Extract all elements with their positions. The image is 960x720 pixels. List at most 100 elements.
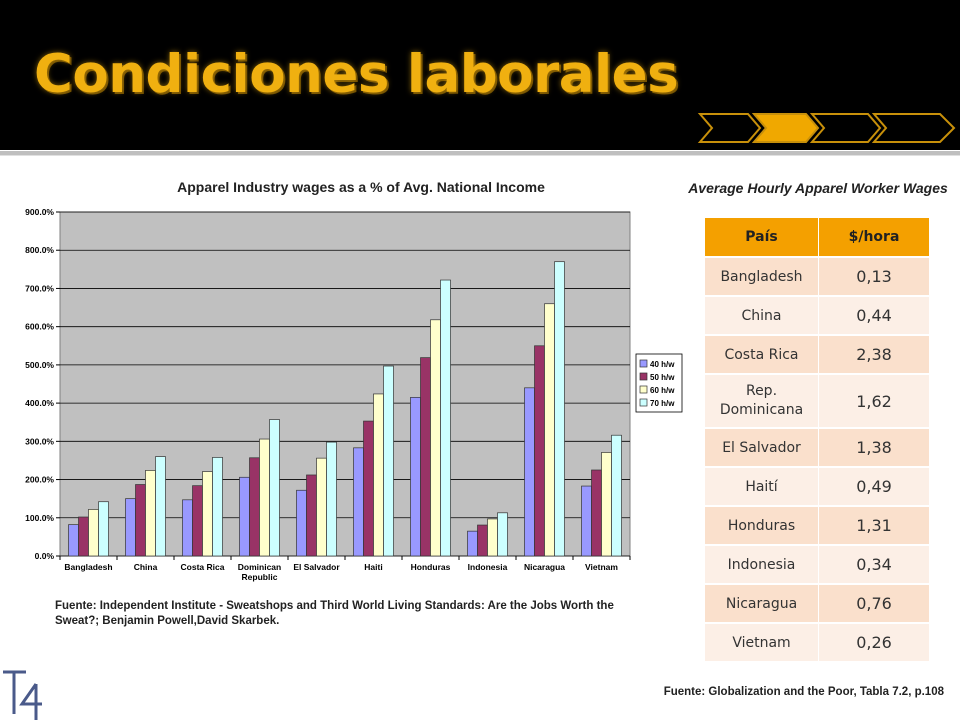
wage-cell: 2,38 bbox=[818, 334, 930, 374]
x-tick-label: Haiti bbox=[364, 562, 382, 572]
t4-logo-icon bbox=[3, 670, 42, 720]
x-tick-label: Honduras bbox=[411, 562, 451, 572]
legend-label: 40 h/w bbox=[650, 360, 675, 369]
bar bbox=[534, 345, 545, 557]
bar bbox=[611, 434, 622, 557]
country-cell: Bangladesh bbox=[705, 256, 819, 296]
country-cell: China bbox=[705, 295, 819, 335]
y-tick-label: 900.0% bbox=[25, 207, 54, 217]
bar bbox=[410, 397, 421, 557]
bar bbox=[353, 447, 364, 557]
wage-cell: 1,38 bbox=[818, 427, 930, 467]
wage-cell: 0,13 bbox=[818, 256, 930, 296]
wage-cell: 1,31 bbox=[818, 505, 930, 545]
legend-label: 60 h/w bbox=[650, 386, 675, 395]
bar bbox=[202, 471, 213, 557]
slide-header: Condiciones laborales bbox=[0, 0, 960, 150]
bar bbox=[145, 470, 156, 557]
bar bbox=[420, 357, 431, 557]
bar bbox=[259, 438, 270, 557]
table-header-row: País $/hora bbox=[705, 218, 930, 257]
country-cell: Haití bbox=[705, 466, 819, 506]
bar bbox=[524, 387, 535, 557]
bar bbox=[88, 509, 99, 557]
table-row: Vietnam 0,26 bbox=[705, 622, 930, 661]
bar bbox=[135, 484, 146, 557]
y-tick-label: 800.0% bbox=[25, 245, 54, 255]
bar bbox=[440, 279, 451, 557]
bar bbox=[192, 485, 203, 557]
wage-cell: 0,49 bbox=[818, 466, 930, 506]
bar bbox=[591, 469, 602, 557]
y-tick-label: 100.0% bbox=[25, 513, 54, 523]
legend-swatch bbox=[639, 359, 648, 368]
table-row: Honduras 1,31 bbox=[705, 505, 930, 545]
table-row: Bangladesh 0,13 bbox=[705, 256, 930, 296]
wage-cell: 1,62 bbox=[818, 373, 930, 428]
country-cell: Costa Rica bbox=[705, 334, 819, 374]
legend-label: 50 h/w bbox=[650, 373, 675, 382]
x-tick-label: Vietnam bbox=[585, 562, 618, 572]
bar bbox=[125, 498, 136, 557]
table-row: Haití 0,49 bbox=[705, 466, 930, 506]
x-tick-label: Costa Rica bbox=[181, 562, 225, 572]
table-row: China 0,44 bbox=[705, 295, 930, 335]
wage-bar-chart: 0.0% 100.0% 200.0% 300.0% 400.0% 500.0% 600.0%… bbox=[25, 207, 683, 582]
country-cell: Honduras bbox=[705, 505, 819, 545]
bar bbox=[98, 501, 109, 557]
country-cell: Vietnam bbox=[705, 622, 819, 661]
header-divider bbox=[0, 151, 960, 156]
x-tick-label: Dominican Republic bbox=[238, 562, 281, 582]
table-row: Indonesia 0,34 bbox=[705, 544, 930, 584]
bar bbox=[544, 303, 555, 557]
bar bbox=[316, 457, 327, 557]
table-row: El Salvador 1,38 bbox=[705, 427, 930, 467]
legend-label: 70 h/w bbox=[650, 399, 675, 408]
bar bbox=[249, 457, 260, 557]
table-source: Fuente: Globalization and the Poor, Tabl… bbox=[663, 686, 944, 698]
x-tick-label: Indonesia bbox=[468, 562, 508, 572]
bar bbox=[78, 516, 89, 557]
bar bbox=[363, 420, 374, 557]
bar bbox=[497, 512, 508, 557]
bar bbox=[373, 393, 384, 557]
country-cell: Rep. Dominicana bbox=[705, 373, 819, 428]
y-tick-label: 200.0% bbox=[25, 475, 54, 485]
country-cell: Nicaragua bbox=[705, 583, 819, 623]
country-cell: El Salvador bbox=[705, 427, 819, 467]
bar bbox=[430, 319, 441, 557]
bar bbox=[477, 524, 488, 557]
wage-cell: 0,26 bbox=[818, 622, 930, 661]
y-tick-label: 400.0% bbox=[25, 398, 54, 408]
chart-source: Fuente: Independent Institute - Sweatsho… bbox=[55, 600, 614, 627]
wage-cell: 0,76 bbox=[818, 583, 930, 623]
table-row: Costa Rica 2,38 bbox=[705, 334, 930, 374]
bar bbox=[269, 419, 280, 557]
bar bbox=[581, 485, 592, 557]
bar bbox=[155, 456, 166, 557]
x-tick-label: El Salvador bbox=[293, 562, 340, 572]
x-tick-label: Bangladesh bbox=[64, 562, 112, 572]
legend-swatch bbox=[639, 398, 648, 407]
country-cell: Indonesia bbox=[705, 544, 819, 584]
y-tick-label: 300.0% bbox=[25, 436, 54, 446]
wage-cell: 0,44 bbox=[818, 295, 930, 335]
y-tick-label: 700.0% bbox=[25, 283, 54, 293]
x-tick-label: China bbox=[134, 562, 158, 572]
chart-title: Apparel Industry wages as a % of Avg. Na… bbox=[177, 179, 545, 195]
bar bbox=[239, 476, 250, 557]
bar bbox=[296, 489, 307, 557]
x-tick-label: Nicaragua bbox=[524, 562, 565, 572]
chevron-arrows-icon bbox=[697, 113, 956, 143]
table-title: Average Hourly Apparel Worker Wages bbox=[688, 180, 948, 196]
slide-title: Condiciones laborales bbox=[34, 44, 679, 105]
bar bbox=[182, 499, 193, 557]
bar bbox=[306, 474, 317, 557]
bar bbox=[383, 365, 394, 557]
bar bbox=[487, 518, 498, 557]
y-tick-label: 600.0% bbox=[25, 322, 54, 332]
table-row: Nicaragua 0,76 bbox=[705, 583, 930, 623]
wage-table: País $/hora Bangladesh 0,13 China 0,44 Cos… bbox=[705, 218, 930, 661]
bar bbox=[326, 441, 337, 557]
y-tick-label: 0.0% bbox=[35, 551, 55, 561]
